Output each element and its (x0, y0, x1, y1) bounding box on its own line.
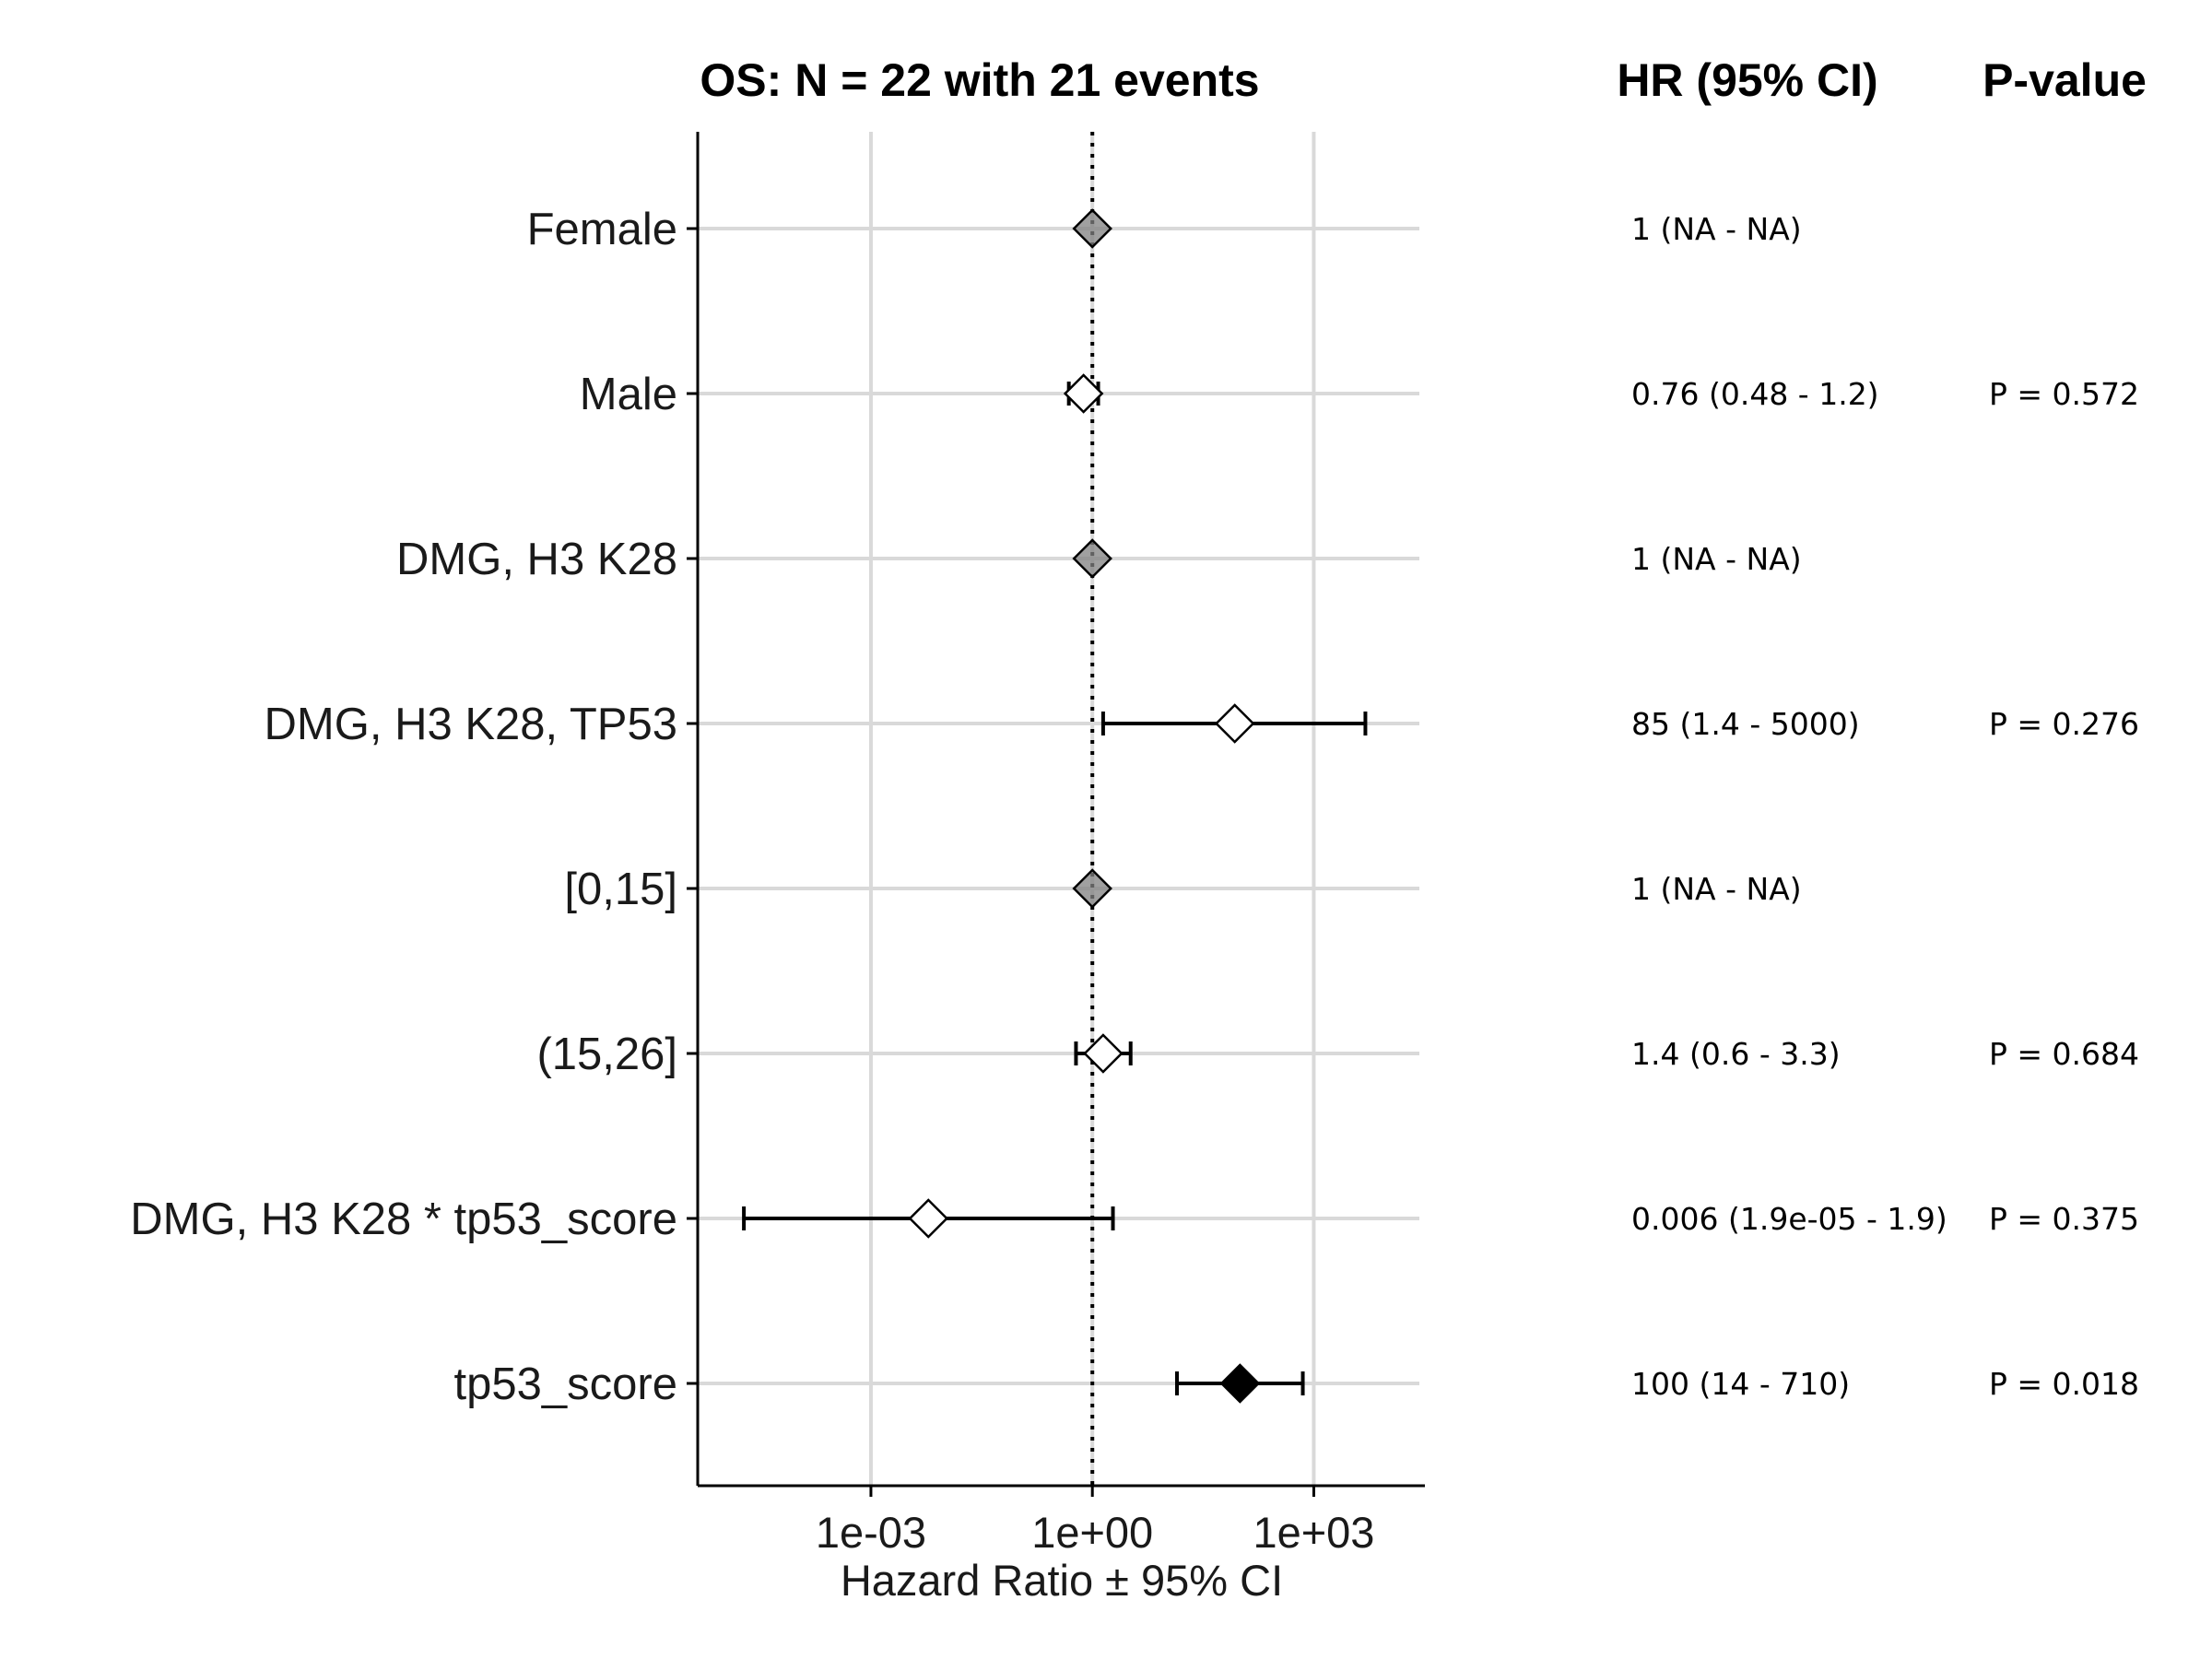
hr-point-marker (1063, 373, 1104, 414)
hr-point-marker (1072, 208, 1112, 249)
p-value: P = 0.684 (1989, 1036, 2139, 1072)
hr-ci-value: 1 (NA - NA) (1631, 871, 1802, 907)
p-value: P = 0.375 (1989, 1201, 2139, 1237)
marks-layer (742, 208, 1368, 1404)
hr-point-marker (1083, 1033, 1124, 1074)
x-tick-label: 1e+03 (1253, 1508, 1374, 1557)
x-tick-label: 1e-03 (816, 1508, 926, 1557)
hr-ci-value: 1.4 (0.6 - 3.3) (1631, 1036, 1841, 1072)
row-label: Female (527, 205, 677, 254)
grid-layer (698, 132, 1419, 1486)
hr-ci-value: 1 (NA - NA) (1631, 211, 1802, 247)
row-label: DMG, H3 K28 * tp53_score (130, 1194, 677, 1244)
row-label: DMG, H3 K28, TP53 (265, 700, 677, 749)
x-axis-title: Hazard Ratio ± 95% CI (841, 1556, 1283, 1605)
p-value: P = 0.572 (1989, 376, 2139, 412)
labels-layer: Female Male DMG, H3 K28 DMG, H3 K28, TP53 [0… (130, 205, 698, 1409)
hr-ci-value: 0.76 (0.48 - 1.2) (1631, 376, 1879, 412)
p-value-column-header: P-value (1983, 54, 2147, 106)
hr-point-marker (1072, 868, 1112, 909)
hr-ci-value: 100 (14 - 710) (1631, 1366, 1850, 1402)
hr-point-marker (1214, 703, 1255, 744)
results-table: 1 (NA - NA) 0.76 (0.48 - 1.2) P = 0.572 1 (… (1631, 211, 2139, 1402)
hr-point-marker (908, 1198, 949, 1239)
x-tick-label: 1e+00 (1031, 1508, 1153, 1557)
row-label: DMG, H3 K28 (396, 535, 677, 584)
row-label: Male (580, 370, 677, 419)
row-label: (15,26] (536, 1030, 677, 1079)
hr-point-marker (1072, 538, 1112, 579)
hr-column-header: HR (95% CI) (1617, 54, 1877, 106)
row-label: tp53_score (454, 1359, 677, 1409)
p-value: P = 0.276 (1989, 706, 2139, 742)
row-label: [0,15] (564, 865, 677, 914)
hr-ci-value: 85 (1.4 - 5000) (1631, 706, 1860, 742)
p-value: P = 0.018 (1989, 1366, 2139, 1402)
x-ticks-layer: 1e-03 1e+00 1e+03 (816, 1486, 1374, 1557)
plot-title: OS: N = 22 with 21 events (700, 54, 1259, 106)
hr-point-marker (1219, 1363, 1261, 1404)
hr-ci-value: 1 (NA - NA) (1631, 541, 1802, 577)
hr-ci-value: 0.006 (1.9e-05 - 1.9) (1631, 1201, 1947, 1237)
